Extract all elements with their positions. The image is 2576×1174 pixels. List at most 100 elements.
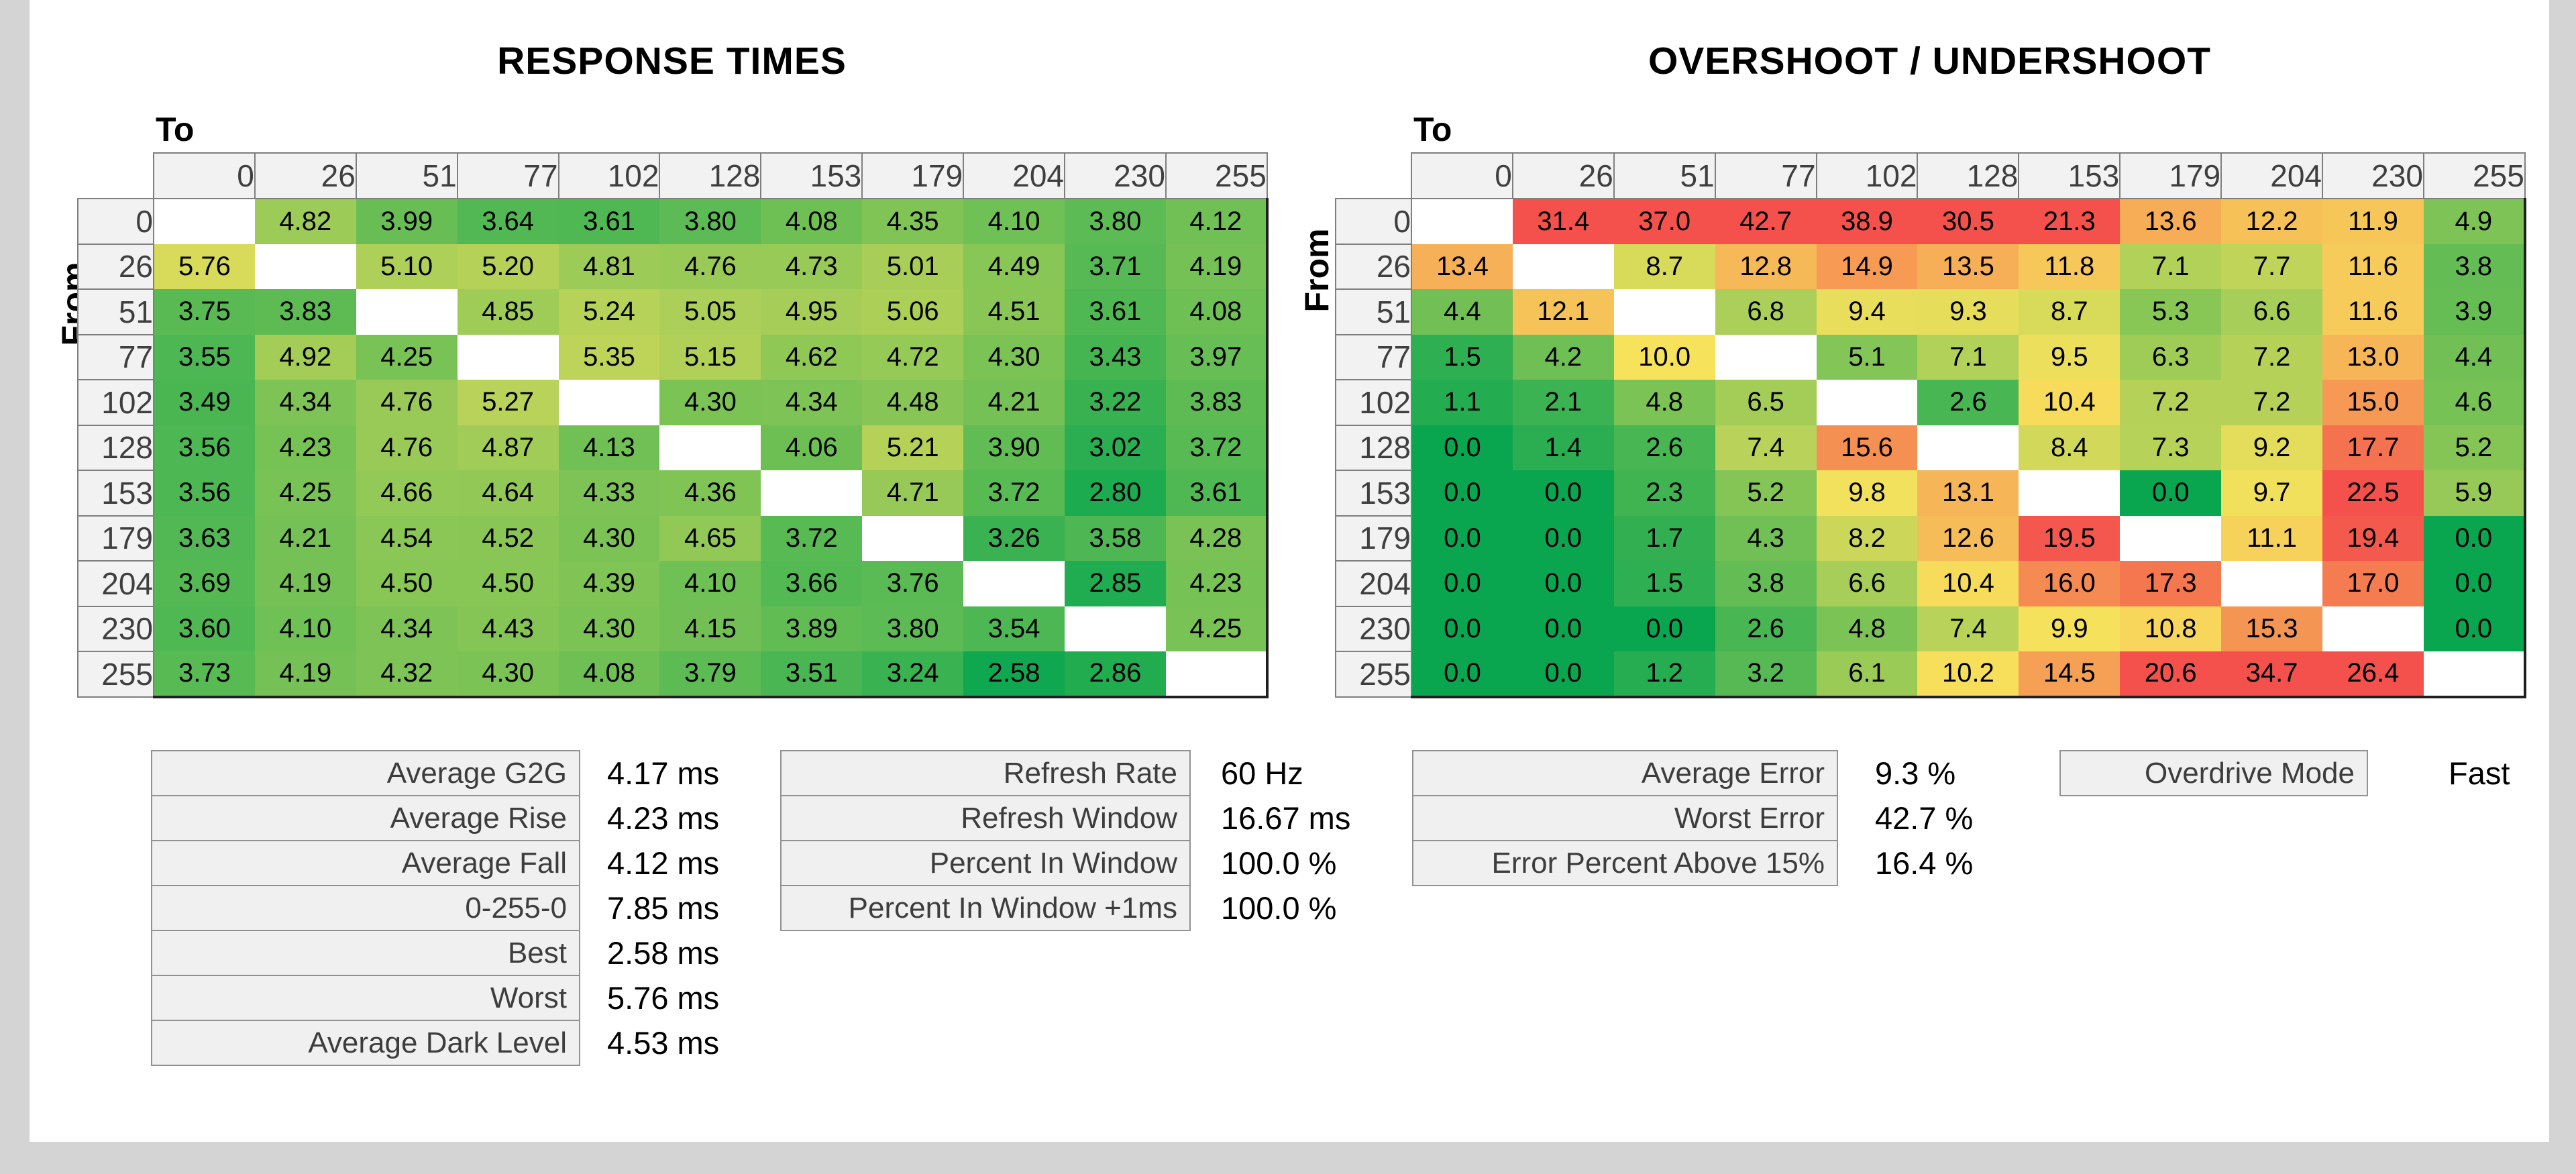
heatmap-cell: 11.6 — [2322, 289, 2424, 335]
row-header-51: 51 — [77, 288, 154, 335]
col-header-255: 255 — [1165, 152, 1268, 199]
summary-value: 42.7 % — [1875, 800, 1974, 836]
heatmap-cell: 0.0 — [1411, 561, 1513, 606]
summary-value: 4.12 ms — [607, 845, 720, 881]
heatmap-cell: 4.9 — [2423, 199, 2526, 244]
heatmap-cell: 26.4 — [2322, 651, 2424, 698]
heatmap-cell: 4.19 — [1165, 244, 1269, 289]
heatmap-cell: 5.05 — [659, 289, 761, 335]
row-header-230: 230 — [77, 605, 154, 652]
heatmap-cell: 3.61 — [558, 199, 660, 244]
heatmap-cell: 5.06 — [862, 289, 964, 335]
summary-value: 5.76 ms — [607, 980, 720, 1016]
summary-label: Best — [151, 930, 580, 976]
row-header-77: 77 — [77, 333, 154, 380]
heatmap-cell: 21.3 — [2019, 199, 2121, 244]
heatmap-cell: 3.80 — [1065, 199, 1166, 244]
heatmap-cell: 6.6 — [2221, 289, 2323, 335]
heatmap-cell: 4.71 — [862, 470, 964, 516]
heatmap-cell: 4.92 — [254, 334, 356, 380]
col-header-77: 77 — [1714, 152, 1817, 199]
heatmap-cell: 6.8 — [1715, 289, 1817, 335]
heatmap-cell: 3.9 — [2423, 289, 2526, 335]
heatmap-cell: 4.34 — [356, 606, 458, 651]
summary-value: 2.58 ms — [607, 935, 720, 971]
bottom-margin — [30, 1142, 2549, 1174]
summary-value: 100.0 % — [1221, 890, 1337, 926]
heatmap-cell: 37.0 — [1613, 199, 1715, 244]
col-header-128: 128 — [1917, 152, 2020, 199]
heatmap-cell: 3.22 — [1065, 380, 1166, 425]
row-header-153: 153 — [77, 470, 154, 517]
heatmap-cell: 5.2 — [2423, 425, 2526, 470]
summary-value: 16.4 % — [1875, 845, 1974, 881]
heatmap-cell: 3.26 — [963, 515, 1065, 561]
heatmap-cell: 4.76 — [659, 244, 761, 289]
heatmap-cell: 20.6 — [2120, 651, 2222, 698]
to-axis-label-response: To — [156, 111, 195, 148]
heatmap-cell: 6.3 — [2120, 334, 2222, 380]
heatmap-cell: 3.63 — [154, 515, 255, 561]
heatmap-cell: 4.8 — [1816, 606, 1918, 651]
row-header-204: 204 — [77, 560, 154, 607]
heatmap-cell: 38.9 — [1816, 199, 1918, 244]
heatmap-cell: 5.01 — [862, 244, 964, 289]
heatmap-cell: 4.73 — [761, 244, 863, 289]
heatmap-cell: 4.23 — [254, 425, 356, 470]
heatmap-cell — [2120, 515, 2222, 561]
summary-label: Average G2G — [151, 750, 580, 796]
summary-label: Average Fall — [151, 840, 580, 886]
heatmap-cell: 7.1 — [2120, 244, 2222, 289]
summary-label: Average Error — [1412, 750, 1838, 796]
heatmap-cell — [2019, 470, 2121, 516]
heatmap-cell: 19.4 — [2322, 515, 2424, 561]
heatmap-cell: 12.1 — [1512, 289, 1614, 335]
heatmap-cell — [356, 289, 458, 335]
col-header-26: 26 — [254, 152, 357, 199]
heatmap-cell: 12.2 — [2221, 199, 2323, 244]
summary-value: 100.0 % — [1221, 845, 1337, 881]
heatmap-cell: 11.6 — [2322, 244, 2424, 289]
heatmap-cell — [1411, 199, 1513, 244]
heatmap-cell: 0.0 — [2423, 561, 2526, 606]
heatmap-cell: 9.4 — [1816, 289, 1918, 335]
summary-value: 9.3 % — [1875, 755, 1956, 791]
row-header-255: 255 — [77, 651, 154, 698]
from-axis-label-overshoot: From — [1298, 228, 1336, 313]
heatmap-cell: 3.66 — [761, 561, 863, 606]
heatmap-cell: 3.8 — [2423, 244, 2526, 289]
heatmap-cell: 3.61 — [1165, 470, 1269, 516]
to-axis-label-overshoot: To — [1413, 111, 1452, 148]
summary-value: 4.53 ms — [607, 1025, 720, 1061]
heatmap-cell: 3.54 — [963, 606, 1065, 651]
row-header-102: 102 — [77, 379, 154, 426]
col-header-51: 51 — [355, 152, 458, 199]
heatmap-cell: 5.2 — [1715, 470, 1817, 516]
heatmap-cell: 5.10 — [356, 244, 458, 289]
heatmap-cell — [2322, 606, 2424, 651]
heatmap-cell: 3.75 — [154, 289, 255, 335]
heatmap-cell: 2.6 — [1613, 425, 1715, 470]
heatmap-cell: 4.30 — [659, 380, 761, 425]
heatmap-cell: 4.62 — [761, 334, 863, 380]
heatmap-cell: 4.4 — [2423, 334, 2526, 380]
heatmap-cell: 3.56 — [154, 425, 255, 470]
heatmap-cell: 14.9 — [1816, 244, 1918, 289]
col-header-204: 204 — [2220, 152, 2324, 199]
heatmap-cell: 3.80 — [862, 606, 964, 651]
heatmap-cell: 2.6 — [1917, 380, 2019, 425]
heatmap-cell: 1.5 — [1411, 334, 1513, 380]
heatmap-cell: 11.9 — [2322, 199, 2424, 244]
heatmap-cell: 3.69 — [154, 561, 255, 606]
summary-label: Overdrive Mode — [2059, 750, 2368, 796]
heatmap-cell — [1816, 380, 1918, 425]
row-header-230: 230 — [1335, 605, 1412, 652]
heatmap-cell — [1613, 289, 1715, 335]
heatmap-cell: 4.36 — [659, 470, 761, 516]
heatmap-cell: 5.76 — [154, 244, 255, 289]
col-header-179: 179 — [2119, 152, 2222, 199]
heatmap-cell: 4.54 — [356, 515, 458, 561]
heatmap-cell: 3.99 — [356, 199, 458, 244]
heatmap-cell: 4.23 — [1165, 561, 1269, 606]
